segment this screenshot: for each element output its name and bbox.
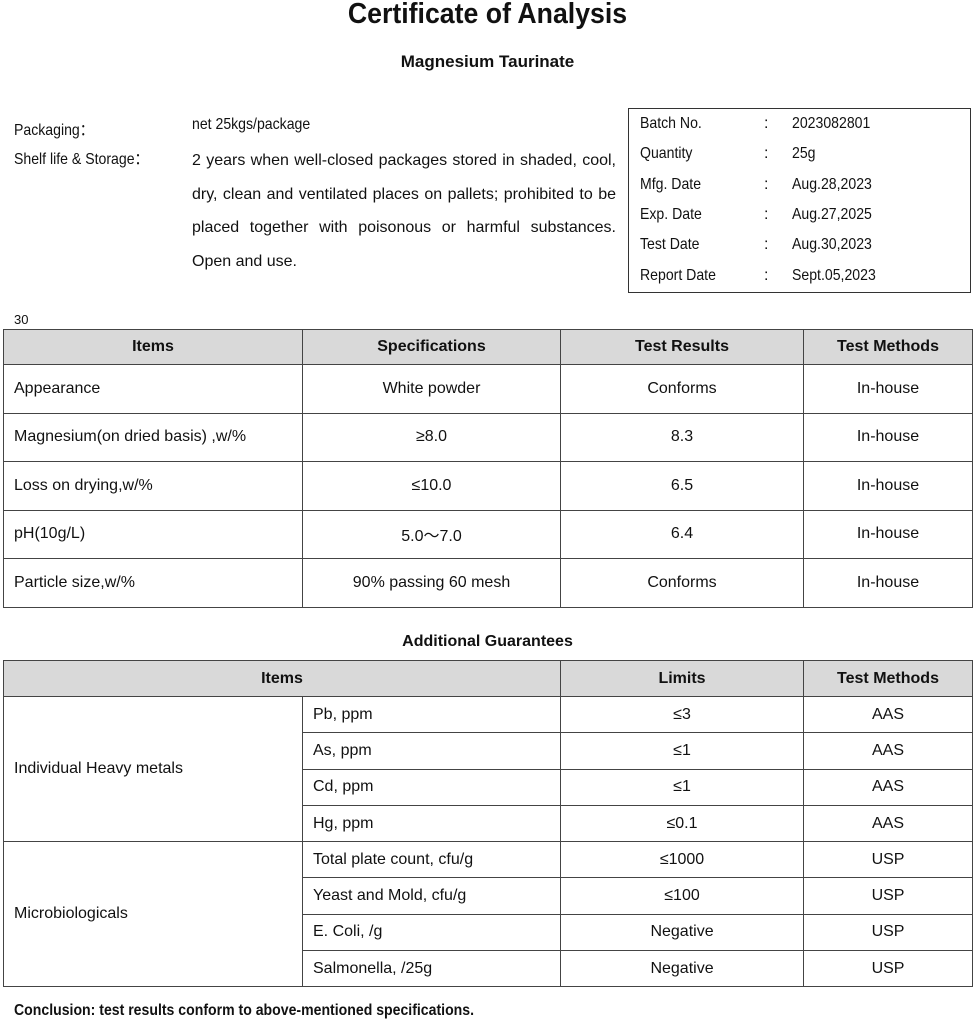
batch-value: Aug.27,2025 <box>792 205 872 223</box>
table-cell: In-house <box>803 461 973 511</box>
table-cell: 5.0～7.0 <box>302 509 561 559</box>
batch-info-box: Batch No.: 2023082801 Quantity: 25g Mfg. Dat… <box>628 108 971 293</box>
table-cell: Yeast and Mold, cfu/g <box>301 877 562 915</box>
column-header: Limits <box>560 660 805 697</box>
batch-colon: : <box>764 266 769 284</box>
batch-label: Exp. Date <box>640 205 702 223</box>
batch-label: Quantity <box>640 145 693 163</box>
table-row: Appearance White powder Conforms In-house <box>3 364 973 414</box>
table-cell: Pb, ppm <box>301 695 562 734</box>
table-row: Loss on drying,w/% ≤10.0 6.5 In-house <box>3 461 973 511</box>
batch-value: Aug.28,2023 <box>792 175 872 193</box>
table-cell: AAS <box>803 695 974 734</box>
table-row: Salmonella, /25g Negative USP <box>4 950 974 988</box>
table-row: Microbiologicals Total plate count, cfu/g… <box>3 841 974 988</box>
table-cell: ≤0.1 <box>560 804 805 843</box>
table-cell: Negative <box>560 950 805 988</box>
table-cell: USP <box>803 913 974 952</box>
table-cell: ≥8.0 <box>302 412 561 462</box>
column-header: Specifications <box>302 329 561 365</box>
batch-label: Report Date <box>640 266 716 284</box>
conclusion: Conclusion: test results conform to abov… <box>14 1002 475 1019</box>
group-name: Individual Heavy metals <box>3 695 303 843</box>
batch-value: Sept.05,2023 <box>792 266 876 284</box>
product-name: Magnesium Taurinate <box>400 52 575 71</box>
table-row: Individual Heavy metals Pb, ppm ≤3 AAS <box>3 695 974 843</box>
table-cell: 90% passing 60 mesh <box>302 558 561 608</box>
column-header: Test Methods <box>803 329 973 365</box>
page-number: 30 <box>14 312 29 327</box>
table-cell: AAS <box>803 768 974 806</box>
table-cell: Negative <box>560 913 805 952</box>
table-row: Hg, ppm ≤0.1 AAS <box>4 804 974 843</box>
packaging-label: Packaging： <box>14 122 94 139</box>
batch-value: 2023082801 <box>792 115 871 132</box>
table-cell: AAS <box>803 732 974 770</box>
table-cell: In-house <box>803 412 973 462</box>
additional-guarantees-title: Additional Guarantees <box>402 633 573 650</box>
batch-label: Test Date <box>640 236 700 254</box>
table-cell: AAS <box>803 804 974 843</box>
batch-label: Batch No. <box>640 115 702 132</box>
batch-value: 25g <box>792 145 816 163</box>
batch-value: Aug.30,2023 <box>792 236 872 254</box>
table-cell: Salmonella, /25g <box>301 950 562 988</box>
table-row: pH(10g/L) 5.0～7.0 6.4 In-house <box>3 509 973 559</box>
table-cell: Particle size,w/% <box>3 558 303 608</box>
table-cell: Conforms <box>560 364 804 414</box>
table-cell: In-house <box>803 558 973 608</box>
table-row: Particle size,w/% 90% passing 60 mesh Conf… <box>3 558 973 608</box>
batch-label: Mfg. Date <box>640 175 702 193</box>
table-cell: In-house <box>803 509 973 559</box>
table-cell: ≤3 <box>560 695 805 734</box>
table-cell: 6.5 <box>560 461 804 511</box>
table-row: Magnesium(on dried basis) ,w/% ≥8.0 8.3 In-… <box>3 412 973 462</box>
batch-colon: : <box>764 236 769 254</box>
table-cell: 8.3 <box>560 412 804 462</box>
batch-colon: : <box>764 145 769 163</box>
table-cell: ≤1000 <box>560 841 805 879</box>
storage-value: 2 years when well-closed packages stored… <box>192 152 616 270</box>
table-cell: Total plate count, cfu/g <box>301 841 562 879</box>
table-cell: E. Coli, /g <box>301 913 562 952</box>
table-cell: ≤1 <box>560 732 805 770</box>
batch-colon: : <box>764 115 769 132</box>
additional-guarantees-table: Items Limits Test Methods Individual Heavy… <box>2 660 974 988</box>
table-cell: Conforms <box>560 558 804 608</box>
table-cell: Hg, ppm <box>301 804 562 843</box>
table-cell: USP <box>803 877 974 915</box>
table-cell: USP <box>803 950 974 988</box>
table-cell: ≤1 <box>560 768 805 806</box>
table-cell: pH(10g/L) <box>3 509 303 559</box>
table-cell: Cd, ppm <box>301 768 562 806</box>
specifications-table: Items Specifications Test Results Test Meth… <box>3 329 973 608</box>
table-cell: White powder <box>302 364 561 414</box>
document-title: Certificate of Analysis <box>347 0 628 30</box>
table-cell: As, ppm <box>301 732 562 770</box>
batch-colon: : <box>764 175 769 193</box>
batch-colon: : <box>764 205 769 223</box>
table-cell: Magnesium(on dried basis) ,w/% <box>3 412 303 462</box>
column-header: Test Results <box>560 329 804 365</box>
table-cell: 6.4 <box>560 509 804 559</box>
packaging-value: net 25kgs/package <box>192 116 311 133</box>
table-cell: ≤10.0 <box>302 461 561 511</box>
table-cell: Loss on drying,w/% <box>3 461 303 511</box>
column-header: Test Methods <box>803 660 974 697</box>
column-header: Items <box>3 329 303 365</box>
storage-label: Shelf life & Storage： <box>14 151 149 168</box>
table-cell: ≤100 <box>560 877 805 915</box>
column-header: Items <box>2 660 562 697</box>
table-cell: USP <box>803 841 974 879</box>
group-name: Microbiologicals <box>3 841 303 988</box>
table-cell: In-house <box>803 364 973 414</box>
table-cell: Appearance <box>3 364 303 414</box>
